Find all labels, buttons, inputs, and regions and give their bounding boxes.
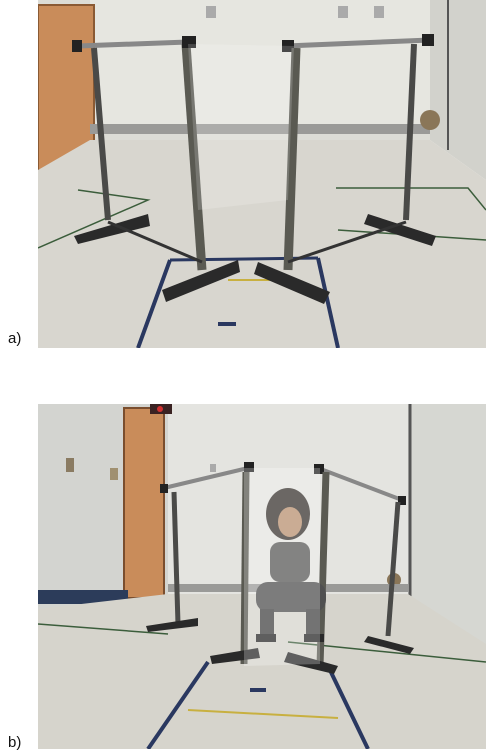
photo-panel-b — [38, 404, 486, 749]
photo-panel-a — [38, 0, 486, 348]
panel-label-a: a) — [8, 330, 22, 347]
panel-label-b: b) — [8, 734, 22, 751]
